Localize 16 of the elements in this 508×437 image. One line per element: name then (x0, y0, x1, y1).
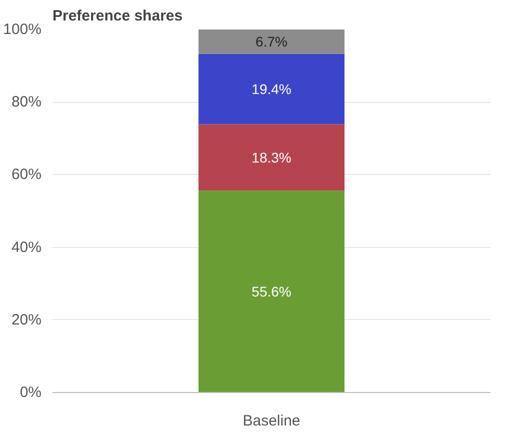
bar (198, 30, 344, 54)
bar (198, 124, 344, 191)
bar (198, 190, 344, 392)
y-tick-label: 40% (11, 238, 42, 256)
data-label: 18.3% (252, 149, 292, 166)
bar (198, 54, 344, 124)
y-tick-label: 0% (20, 384, 42, 401)
data-label: 55.6% (252, 284, 292, 300)
data-label: 6.7% (256, 34, 288, 50)
y-tick-label: 80% (11, 94, 42, 111)
y-tick-label: 20% (11, 311, 42, 328)
x-tick-label: Baseline (242, 412, 300, 430)
chart-title: Preference shares (52, 8, 183, 24)
data-label: 19.4% (252, 81, 292, 98)
y-tick-label: 60% (11, 166, 42, 184)
y-tick-label: 100% (3, 21, 42, 38)
